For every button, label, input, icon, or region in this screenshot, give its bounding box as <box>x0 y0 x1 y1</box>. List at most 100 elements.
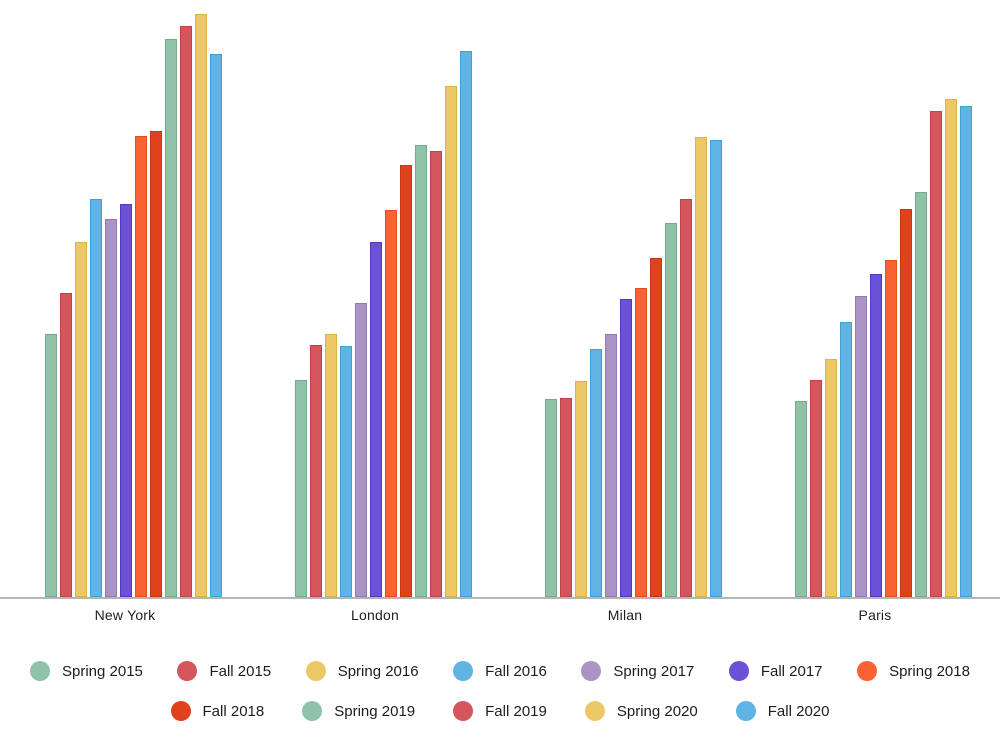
legend-swatch-icon-fall-2015 <box>177 661 198 681</box>
category-label-london: London <box>351 607 399 623</box>
legend-swatch-icon-spring-2017 <box>581 661 602 681</box>
legend-swatch-icon-fall-2020 <box>735 701 756 721</box>
bar-fall-2018-london[interactable] <box>400 165 412 597</box>
bar-spring-2019-new-york[interactable] <box>165 39 177 597</box>
bar-fall-2018-paris[interactable] <box>900 209 912 597</box>
bar-fall-2019-paris[interactable] <box>930 111 942 597</box>
legend-item-fall-2016[interactable]: Fall 2016 <box>453 661 547 681</box>
bar-fall-2015-milan[interactable] <box>560 398 572 597</box>
bar-fall-2015-paris[interactable] <box>810 380 822 597</box>
legend-item-spring-2020[interactable]: Spring 2020 <box>584 701 698 721</box>
bar-fall-2019-milan[interactable] <box>680 199 692 597</box>
bar-fall-2019-london[interactable] <box>430 151 442 597</box>
bar-spring-2016-london[interactable] <box>325 334 337 597</box>
bar-spring-2017-london[interactable] <box>355 303 367 597</box>
bar-spring-2016-paris[interactable] <box>825 359 837 597</box>
bar-fall-2017-new-york[interactable] <box>120 204 132 597</box>
bar-spring-2020-london[interactable] <box>445 86 457 597</box>
legend-label-spring-2018: Spring 2018 <box>889 662 970 680</box>
bar-fall-2020-new-york[interactable] <box>210 54 222 597</box>
bar-spring-2017-new-york[interactable] <box>105 219 117 597</box>
legend-swatch-icon-spring-2020 <box>584 701 605 721</box>
bar-spring-2020-new-york[interactable] <box>195 14 207 597</box>
bar-fall-2020-milan[interactable] <box>710 140 722 597</box>
legend-item-spring-2017[interactable]: Spring 2017 <box>581 661 694 681</box>
bar-fall-2020-london[interactable] <box>460 51 472 597</box>
bar-spring-2020-milan[interactable] <box>695 137 707 597</box>
legend-swatch-icon-spring-2019 <box>302 701 323 721</box>
bar-fall-2016-milan[interactable] <box>590 349 602 597</box>
legend-item-spring-2019[interactable]: Spring 2019 <box>302 701 415 721</box>
bar-fall-2016-paris[interactable] <box>840 322 852 597</box>
legend-item-spring-2016[interactable]: Spring 2016 <box>305 661 419 681</box>
legend-swatch-icon-spring-2015 <box>30 661 50 681</box>
category-group-milan <box>500 0 750 597</box>
category-group-new-york <box>0 0 250 597</box>
bar-spring-2015-new-york[interactable] <box>45 334 57 597</box>
legend-label-spring-2020: Spring 2020 <box>616 702 698 720</box>
chart-legend: Spring 2015 Fall 2015 Spring 2016 Fall 2016… <box>0 661 1000 721</box>
legend-row-1: Spring 2015 Fall 2015 Spring 2016 Fall 2016… <box>0 661 1000 681</box>
bar-spring-2018-london[interactable] <box>385 210 397 597</box>
bar-fall-2015-new-york[interactable] <box>60 293 72 597</box>
legend-label-fall-2017: Fall 2017 <box>760 662 823 680</box>
bar-spring-2019-paris[interactable] <box>915 192 927 597</box>
bar-spring-2015-milan[interactable] <box>545 399 557 597</box>
bars-milan <box>545 0 722 597</box>
category-label-paris: Paris <box>858 607 892 623</box>
bar-spring-2015-paris[interactable] <box>795 401 807 597</box>
bar-spring-2017-paris[interactable] <box>855 296 867 597</box>
bar-spring-2015-london[interactable] <box>295 380 307 597</box>
chart-plot-area <box>0 0 1000 599</box>
legend-label-spring-2019: Spring 2019 <box>334 702 416 720</box>
legend-swatch-icon-fall-2018 <box>170 701 191 721</box>
legend-item-fall-2018[interactable]: Fall 2018 <box>170 701 265 721</box>
legend-swatch-icon-spring-2018 <box>857 661 878 681</box>
legend-item-fall-2020[interactable]: Fall 2020 <box>735 701 830 721</box>
category-label-milan: Milan <box>607 607 643 623</box>
bar-fall-2019-new-york[interactable] <box>180 26 192 597</box>
legend-label-fall-2018: Fall 2018 <box>202 702 265 720</box>
legend-label-spring-2015: Spring 2015 <box>62 662 143 680</box>
legend-swatch-icon-fall-2019 <box>453 701 474 721</box>
legend-item-fall-2015[interactable]: Fall 2015 <box>177 661 271 681</box>
bar-spring-2020-paris[interactable] <box>945 99 957 597</box>
category-group-london <box>250 0 500 597</box>
bar-fall-2020-paris[interactable] <box>960 106 972 597</box>
category-group-paris <box>750 0 1000 597</box>
bar-spring-2016-new-york[interactable] <box>75 242 87 597</box>
bar-fall-2018-milan[interactable] <box>650 258 662 597</box>
bars-new-york <box>45 0 222 597</box>
legend-item-fall-2017[interactable]: Fall 2017 <box>728 661 823 681</box>
legend-label-fall-2015: Fall 2015 <box>209 662 272 680</box>
bar-fall-2017-london[interactable] <box>370 242 382 597</box>
category-label-new-york: New York <box>94 607 156 623</box>
bar-fall-2016-new-york[interactable] <box>90 199 102 597</box>
bar-spring-2018-new-york[interactable] <box>135 136 147 597</box>
x-axis-labels: New York London Milan Paris <box>0 599 1000 623</box>
bars-london <box>295 0 472 597</box>
legend-item-spring-2015[interactable]: Spring 2015 <box>30 661 143 681</box>
bar-spring-2018-milan[interactable] <box>635 288 647 597</box>
legend-label-spring-2016: Spring 2016 <box>337 662 419 680</box>
legend-row-2: Fall 2018 Spring 2019 Fall 2019 Spring 2020… <box>0 701 1000 721</box>
bar-fall-2018-new-york[interactable] <box>150 131 162 597</box>
legend-label-fall-2019: Fall 2019 <box>485 702 547 720</box>
legend-item-spring-2018[interactable]: Spring 2018 <box>857 661 970 681</box>
bar-spring-2018-paris[interactable] <box>885 260 897 597</box>
bar-spring-2016-milan[interactable] <box>575 381 587 597</box>
legend-item-fall-2019[interactable]: Fall 2019 <box>453 701 547 721</box>
bar-fall-2017-milan[interactable] <box>620 299 632 597</box>
legend-swatch-icon-fall-2017 <box>728 661 749 681</box>
legend-label-spring-2017: Spring 2017 <box>613 662 695 680</box>
bar-spring-2017-milan[interactable] <box>605 334 617 597</box>
legend-label-fall-2020: Fall 2020 <box>767 702 830 720</box>
legend-swatch-icon-fall-2016 <box>453 661 474 681</box>
bar-fall-2017-paris[interactable] <box>870 274 882 597</box>
bar-spring-2019-milan[interactable] <box>665 223 677 597</box>
bar-fall-2016-london[interactable] <box>340 346 352 597</box>
bar-fall-2015-london[interactable] <box>310 345 322 597</box>
bars-paris <box>795 0 972 597</box>
bar-spring-2019-london[interactable] <box>415 145 427 597</box>
